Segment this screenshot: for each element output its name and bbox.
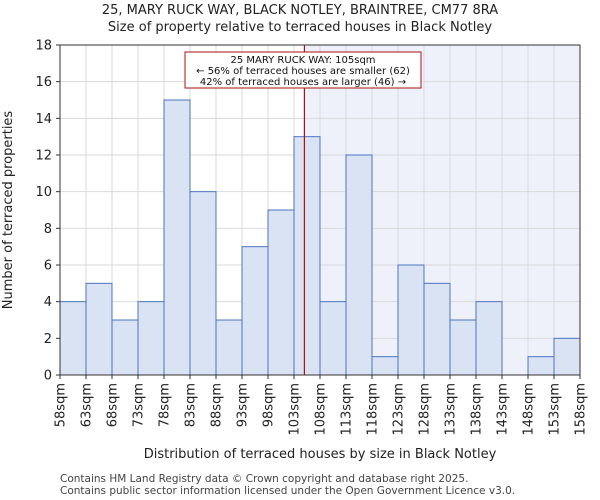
x-tick-label: 118sqm — [366, 383, 381, 436]
footer-line-2: Contains public sector information licen… — [60, 485, 515, 497]
x-tick-label: 83sqm — [184, 383, 199, 427]
histogram-bar — [293, 136, 321, 376]
histogram-bar — [319, 301, 347, 376]
y-tick-label: 2 — [44, 332, 52, 347]
chart-title: 25, MARY RUCK WAY, BLACK NOTLEY, BRAINTR… — [102, 3, 498, 18]
histogram-bar — [423, 282, 451, 376]
histogram-bar — [527, 356, 555, 376]
histogram-bar — [475, 301, 503, 376]
y-tick-label: 12 — [35, 149, 52, 164]
x-tick-label: 158sqm — [574, 383, 589, 436]
x-tick-label: 153sqm — [548, 383, 563, 436]
histogram-bar — [241, 246, 269, 376]
y-tick-label: 0 — [44, 369, 52, 384]
histogram-bar — [449, 319, 477, 376]
histogram-bar — [397, 264, 425, 376]
y-tick-label: 10 — [35, 185, 52, 200]
histogram-bar — [85, 282, 113, 376]
histogram-bar — [553, 337, 581, 376]
x-tick-label: 113sqm — [340, 383, 355, 436]
histogram-bar — [137, 301, 165, 376]
y-tick-label: 14 — [35, 112, 52, 127]
x-tick-label: 78sqm — [158, 383, 173, 427]
y-tick-label: 16 — [35, 75, 52, 90]
histogram-bar — [215, 319, 243, 376]
footer-line-1: Contains HM Land Registry data © Crown c… — [60, 473, 468, 485]
x-tick-label: 58sqm — [54, 383, 69, 427]
x-tick-label: 98sqm — [262, 383, 277, 427]
x-tick-label: 123sqm — [392, 383, 407, 436]
plot-area: 0 2 4 6 8 10 12 14 16 18 58sqm 63sqm 68sqm 73sqm 78sqm… — [35, 39, 588, 436]
annotation-line: ← 56% of terraced houses are smaller (62… — [196, 66, 410, 77]
x-axis-label: Distribution of terraced houses by size … — [144, 447, 497, 462]
y-tick-label: 6 — [44, 259, 52, 274]
x-tick-label: 143sqm — [496, 383, 511, 436]
histogram-bar — [267, 209, 295, 376]
x-tick-label: 138sqm — [470, 383, 485, 436]
histogram-bar — [345, 154, 373, 376]
y-axis-label: Number of terraced properties — [1, 111, 16, 310]
histogram-bar — [111, 319, 139, 376]
x-tick-label: 133sqm — [444, 383, 459, 436]
annotation-box — [184, 51, 422, 89]
histogram-bar — [59, 301, 87, 376]
x-tick-label: 128sqm — [418, 383, 433, 436]
y-tick-label: 4 — [44, 295, 52, 310]
annotation-line: 42% of terraced houses are larger (46) → — [200, 77, 406, 88]
histogram-bar — [371, 356, 399, 376]
x-tick-label: 103sqm — [288, 383, 303, 436]
histogram-bar — [163, 99, 191, 376]
y-tick-label: 18 — [35, 39, 52, 54]
y-tick-label: 8 — [44, 222, 52, 237]
x-tick-label: 88sqm — [210, 383, 225, 427]
x-tick-label: 108sqm — [314, 383, 329, 436]
x-tick-label: 68sqm — [106, 383, 121, 427]
x-tick-label: 73sqm — [132, 383, 147, 427]
annotation-line: 25 MARY RUCK WAY: 105sqm — [230, 55, 375, 66]
chart-subtitle: Size of property relative to terraced ho… — [108, 20, 492, 35]
x-tick-label: 93sqm — [236, 383, 251, 427]
x-tick-label: 148sqm — [522, 383, 537, 436]
histogram-bar — [189, 191, 217, 376]
x-tick-label: 63sqm — [80, 383, 95, 427]
